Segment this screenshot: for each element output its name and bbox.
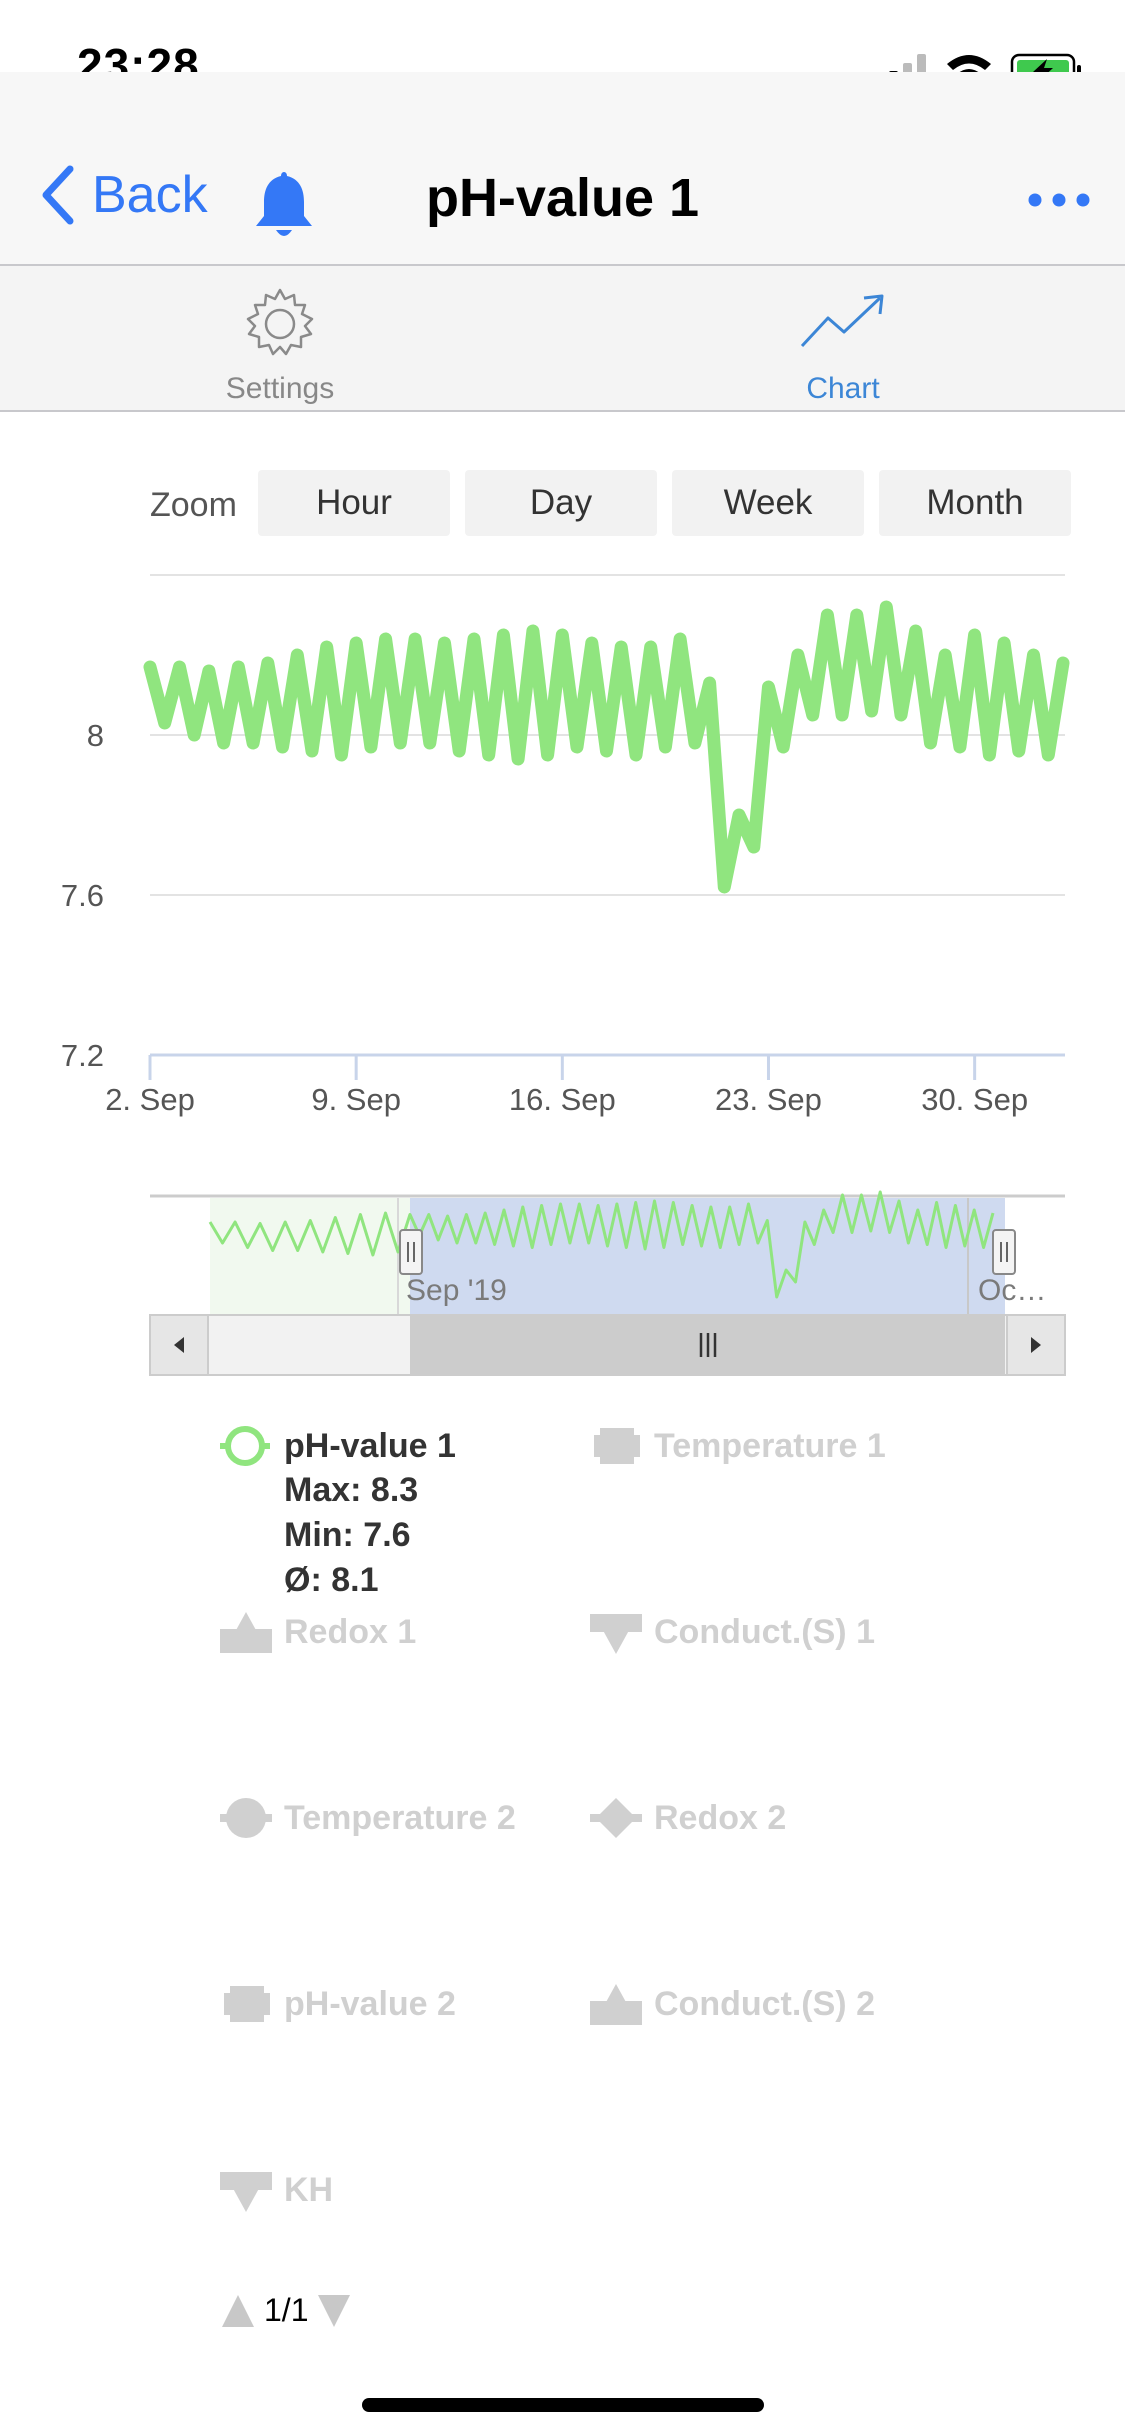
back-button[interactable]: Back	[38, 160, 208, 230]
pager-down-icon[interactable]	[316, 2293, 352, 2329]
scrollbar-left-button[interactable]	[149, 1314, 209, 1376]
ring-icon	[220, 1426, 270, 1466]
x-tick-label: 23. Sep	[715, 1082, 822, 1117]
triangle-up-icon	[220, 1612, 272, 1653]
zoom-label: Zoom	[150, 486, 237, 524]
navigation-bar: Back pH-value 1	[0, 72, 1125, 266]
pager-up-icon[interactable]	[220, 2293, 256, 2329]
navigator-label-start: Sep '19	[406, 1274, 507, 1307]
legend-name: Temperature 1	[654, 1427, 886, 1465]
gear-icon	[246, 288, 314, 356]
tab-settings[interactable]: Settings	[130, 266, 430, 410]
legend-item-kh[interactable]: KH	[220, 2168, 333, 2212]
legend-name: Conduct.(S) 1	[654, 1613, 875, 1651]
x-tick-label: 2. Sep	[105, 1082, 195, 1117]
circle-icon	[220, 1798, 272, 1838]
zoom-month-button[interactable]: Month	[879, 470, 1071, 536]
navigator-series-line	[208, 1190, 995, 1299]
y-tick-label: 8	[87, 718, 104, 753]
status-bar: 23:28	[0, 0, 1125, 91]
tab-settings-label: Settings	[225, 372, 335, 405]
legend-item-redox-2[interactable]: Redox 2	[590, 1796, 786, 1840]
navigator-handle-left[interactable]	[399, 1229, 423, 1275]
scrollbar-thumb[interactable]	[410, 1316, 1005, 1374]
legend-item-redox-1[interactable]: Redox 1	[220, 1610, 416, 1654]
pager-text: 1/1	[264, 2292, 309, 2328]
diamond-icon	[590, 1798, 642, 1838]
legend-item-conduct-s-2[interactable]: Conduct.(S) 2	[590, 1982, 875, 2026]
legend-item-ph-value-1[interactable]: pH-value 1 Max: 8.3 Min: 7.6 Ø: 8.1	[220, 1424, 456, 1603]
navigator-handle-right[interactable]	[992, 1229, 1016, 1275]
legend-name: Conduct.(S) 2	[654, 1985, 875, 2023]
scrollbar-right-button[interactable]	[1006, 1314, 1066, 1376]
square-icon	[224, 1986, 270, 2022]
navigator-label-end: Oc…	[978, 1274, 1046, 1307]
legend-name: Redox 1	[284, 1613, 417, 1651]
legend-item-conduct-s-1[interactable]: Conduct.(S) 1	[590, 1610, 875, 1654]
triangle-down-icon	[220, 2172, 272, 2212]
ph-line-chart[interactable]: 7.2 7.6 8 2. Sep 9. Sep 16. Sep 23. Sep 30. Se…	[0, 540, 1125, 1120]
triangle-down-icon	[590, 1614, 642, 1654]
series-line-ph-value-1	[143, 600, 1070, 894]
y-tick-label: 7.2	[61, 1038, 104, 1073]
tab-bar: Settings Chart	[0, 266, 1125, 412]
legend-name: Temperature 2	[284, 1799, 516, 1837]
y-tick-label: 7.6	[61, 878, 104, 913]
legend-pager: 1/1	[220, 2292, 352, 2329]
bell-icon[interactable]	[252, 168, 316, 242]
zoom-week-button[interactable]: Week	[672, 470, 864, 536]
home-indicator[interactable]	[362, 2398, 764, 2412]
legend-name: KH	[284, 2171, 334, 2209]
legend-item-temperature-2[interactable]: Temperature 2	[220, 1796, 516, 1840]
back-label: Back	[92, 166, 208, 224]
legend-stat-avg: Ø: 8.1	[284, 1561, 379, 1599]
x-tick-label: 16. Sep	[509, 1082, 616, 1117]
legend-stat-min: Min: 7.6	[284, 1516, 411, 1554]
legend-item-ph-value-2[interactable]: pH-value 2	[220, 1982, 456, 2026]
tab-chart-label: Chart	[806, 372, 880, 405]
navigator-outside-area	[210, 1198, 410, 1314]
page-title: pH-value 1	[425, 168, 700, 228]
triangle-up-icon	[590, 1984, 642, 2025]
zoom-day-button[interactable]: Day	[465, 470, 657, 536]
legend-stat-max: Max: 8.3	[284, 1471, 419, 1509]
tab-chart[interactable]: Chart	[693, 266, 993, 410]
chart-icon	[800, 294, 884, 348]
legend-name: pH-value 2	[284, 1985, 456, 2023]
zoom-hour-button[interactable]: Hour	[258, 470, 450, 536]
more-icon[interactable]	[1027, 192, 1091, 208]
legend-item-temperature-1[interactable]: Temperature 1	[590, 1424, 886, 1468]
chevron-left-icon	[42, 165, 74, 225]
x-tick-label: 9. Sep	[311, 1082, 401, 1117]
legend-name: Redox 2	[654, 1799, 787, 1837]
chart-navigator[interactable]: Sep '19 Oc…	[0, 1190, 1125, 1380]
square-icon	[594, 1428, 640, 1464]
legend-name: pH-value 1	[284, 1427, 456, 1465]
x-tick-label: 30. Sep	[921, 1082, 1028, 1117]
